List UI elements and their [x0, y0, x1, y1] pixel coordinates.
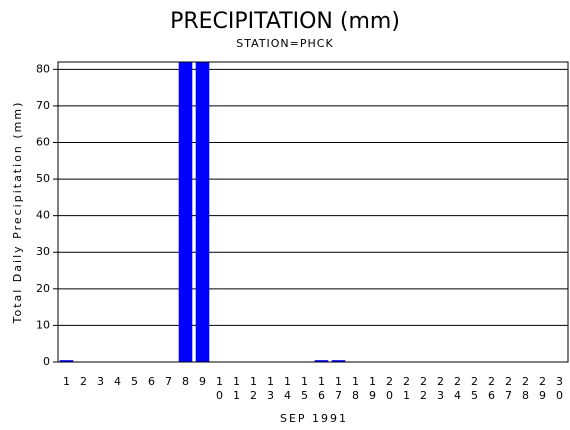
x-tick-label: 9 [199, 375, 206, 388]
x-tick-label: 2 [80, 375, 87, 388]
plot-frame [57, 61, 569, 363]
y-tick-label: 0 [43, 355, 50, 368]
y-tick-label: 60 [36, 135, 50, 148]
x-axis-label: SEP 1991 [280, 412, 348, 425]
x-tick-label: 3 [97, 375, 104, 388]
x-tick-label: 7 [165, 375, 172, 388]
chart-title: PRECIPITATION (mm) [170, 9, 400, 34]
y-tick-label: 50 [36, 172, 50, 185]
bar [178, 62, 193, 362]
y-tick-label: 20 [36, 282, 50, 295]
y-tick-label: 40 [36, 209, 50, 222]
bar [314, 360, 329, 362]
x-tick-label: 6 [148, 375, 155, 388]
y-tick-label: 80 [36, 62, 50, 75]
bar [195, 62, 210, 362]
x-tick-label: 8 [182, 375, 189, 388]
x-tick-label: 5 [131, 375, 138, 388]
bar [59, 360, 74, 362]
y-tick-label: 70 [36, 99, 50, 112]
x-tick-label: 1 [63, 375, 70, 388]
y-tick-label: 30 [36, 245, 50, 258]
y-tick-label: 10 [36, 318, 50, 331]
bar [331, 360, 346, 362]
chart-subtitle: STATION=PHCK [236, 37, 333, 50]
y-axis-label: Total Daily Precipitation (mm) [11, 101, 24, 325]
x-tick-label: 4 [114, 375, 121, 388]
